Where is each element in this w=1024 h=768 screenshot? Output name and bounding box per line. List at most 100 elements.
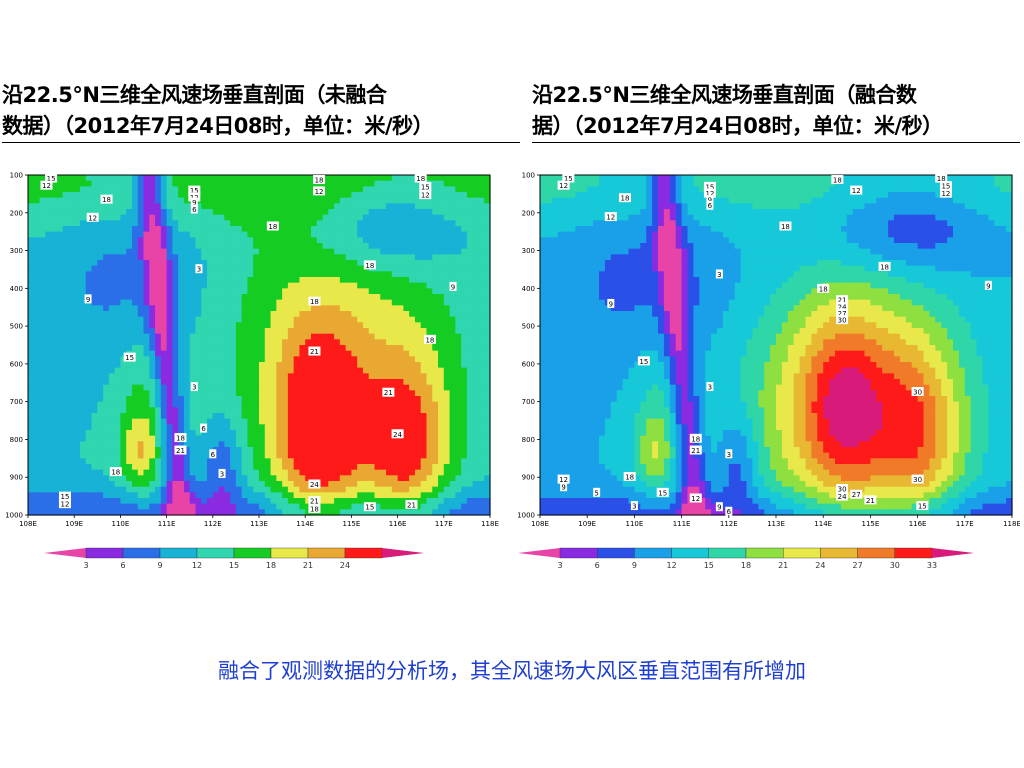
right-cb-label-6: 21 <box>778 561 788 570</box>
right-xtick-label-1: 109E <box>578 520 596 528</box>
right-cb-box-6 <box>745 547 784 559</box>
right-contour-label-37: 21 <box>866 497 875 505</box>
left-title-line-2: 数据）（2012年7月24日08时，单位：米/秒） <box>2 111 520 143</box>
right-contour-label-29: 12 <box>559 476 568 484</box>
right-contour-label-bg-0 <box>562 173 575 183</box>
left-contour-label-32: 15 <box>60 493 69 501</box>
left-contour-label-37: 21 <box>407 501 416 509</box>
right-contour-label-bg-26 <box>689 433 702 443</box>
left-contour-label-9: 18 <box>416 175 425 183</box>
right-contour-label-32: 18 <box>625 473 634 481</box>
right-wind-speed-cross-section: 1512181512961812181512121818399182124273… <box>517 172 1020 529</box>
left-xtick-label-4: 112E <box>204 520 222 528</box>
right-contour-label-bg-12 <box>604 212 617 222</box>
left-ytick-label-8: 900 <box>10 474 23 482</box>
left-xtick-label-3: 111E <box>158 520 176 528</box>
left-contour-label-17: 9 <box>86 296 90 304</box>
right-cb-box-10 <box>894 547 933 559</box>
left-contour-label-11: 12 <box>421 192 430 200</box>
right-contour-label-18: 18 <box>819 285 828 293</box>
left-contour-label-12: 12 <box>88 214 97 222</box>
left-contour-label-bg-2 <box>100 194 113 204</box>
right-contour-label-bg-14 <box>878 261 891 271</box>
right-contour-label-bg-43 <box>916 501 929 511</box>
right-contour-label-8: 12 <box>852 187 861 195</box>
right-contour-label-bg-13 <box>779 221 792 231</box>
left-xtick-label-5: 113E <box>250 520 268 528</box>
left-contour-label-25: 18 <box>176 435 185 443</box>
right-contour-label-24: 3 <box>708 384 712 392</box>
right-ytick-label-3: 400 <box>522 285 535 293</box>
right-cb-label-2: 9 <box>632 561 637 570</box>
right-contour-label-22: 30 <box>838 317 847 325</box>
right-contour-label-bg-11 <box>939 188 952 198</box>
left-xtick-label-0: 108E <box>19 520 37 528</box>
right-cb-label-8: 27 <box>853 561 863 570</box>
left-contour-label-bg-9 <box>414 173 427 183</box>
right-contour-label-17: 9 <box>609 300 613 308</box>
left-xtick-label-6: 114E <box>296 520 314 528</box>
left-cb-label-5: 18 <box>266 561 276 570</box>
left-xtick-label-1: 109E <box>65 520 83 528</box>
left-colorbar: 3 6 9 12 15 18 21 24 <box>44 547 424 570</box>
left-contour-label-18: 18 <box>310 298 319 306</box>
right-ytick-label-9: 1000 <box>517 512 535 520</box>
right-contour-label-bg-35 <box>836 491 849 501</box>
right-cb-label-7: 24 <box>815 561 825 570</box>
left-contour-label-33: 12 <box>60 501 69 509</box>
left-contour-label-bg-14 <box>363 260 376 270</box>
right-xtick-label-3: 111E <box>673 520 691 528</box>
left-contour-label-bg-23 <box>382 387 395 397</box>
left-contour-label-26: 21 <box>176 447 185 455</box>
left-contour-label-28: 24 <box>393 431 402 439</box>
left-xtick-label-7: 115E <box>343 520 361 528</box>
right-contour-label-bg-28 <box>725 449 733 459</box>
left-contour-label-bg-1 <box>40 180 53 190</box>
right-contour-label-40: 9 <box>717 504 721 512</box>
left-contour-label-bg-5 <box>190 197 198 207</box>
left-contour-label-bg-25 <box>174 433 187 443</box>
right-xtick-label-7: 115E <box>862 520 880 528</box>
right-contour-label-bg-32 <box>623 471 636 481</box>
left-contour-label-bg-16 <box>449 281 457 291</box>
right-cb-box-7 <box>783 547 821 559</box>
right-contour-label-bg-20 <box>836 301 849 311</box>
right-contour-label-bg-18 <box>817 283 830 293</box>
right-contour-label-bg-4 <box>703 188 716 198</box>
right-contour-label-bg-3 <box>703 181 716 191</box>
left-contour-label-29: 3 <box>220 470 224 478</box>
left-contour-label-34: 21 <box>310 498 319 506</box>
right-contour-label-33: 15 <box>658 489 667 497</box>
left-xtick-label-2: 110E <box>112 520 130 528</box>
right-contour-label-2: 18 <box>620 195 629 203</box>
left-contour-label-30: 18 <box>111 469 120 477</box>
left-contour-label-16: 9 <box>451 283 455 291</box>
left-contour-label-22: 3 <box>192 384 196 392</box>
right-ytick-label-1: 200 <box>522 209 535 217</box>
right-contour-label-bg-9 <box>935 173 948 183</box>
right-cb-box-2 <box>596 547 635 559</box>
right-cb-label-3: 12 <box>667 561 677 570</box>
right-contour-label-11: 12 <box>941 190 950 198</box>
left-cb-box-5 <box>233 547 272 559</box>
right-contour-label-16: 9 <box>986 282 990 290</box>
left-ytick-label-6: 700 <box>10 398 23 406</box>
right-contour-label-bg-38 <box>911 474 924 484</box>
left-ytick-label-4: 500 <box>10 323 23 331</box>
left-cb-high-triangle <box>382 548 424 558</box>
right-title-line-2: 据）（2012年7月24日08时，单位：米/秒） <box>532 111 1020 143</box>
left-ytick-label-5: 600 <box>10 360 23 368</box>
left-contour-label-bg-32 <box>58 491 71 501</box>
right-contour-label-bg-7 <box>831 175 844 185</box>
right-contour-label-bg-1 <box>557 180 570 190</box>
right-contour-label-26: 18 <box>691 435 700 443</box>
right-contour-label-bg-5 <box>706 195 714 205</box>
right-contour-label-bg-41 <box>725 506 733 516</box>
left-cb-box-3 <box>159 547 198 559</box>
right-contour-label-13: 18 <box>781 223 790 231</box>
right-contour-label-15: 3 <box>717 271 721 279</box>
right-xtick-label-2: 110E <box>626 520 644 528</box>
right-cb-label-10: 33 <box>927 561 937 570</box>
right-contour-label-bg-16 <box>984 280 992 290</box>
left-xtick-label-9: 117E <box>435 520 453 528</box>
